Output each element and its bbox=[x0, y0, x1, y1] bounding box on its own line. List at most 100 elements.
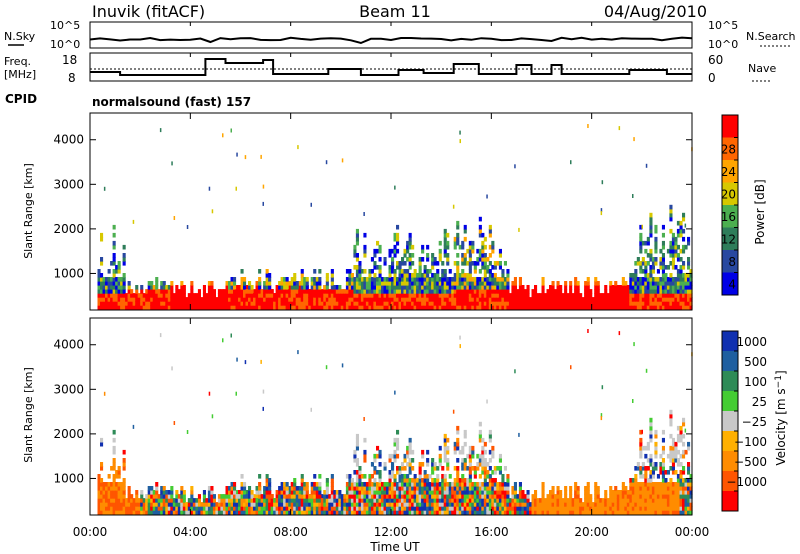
velocity-cell bbox=[318, 506, 322, 511]
power-cell bbox=[443, 305, 447, 310]
power-cell bbox=[486, 285, 490, 290]
power-cell bbox=[471, 261, 475, 266]
velocity-cell bbox=[651, 486, 655, 491]
power-cell bbox=[325, 289, 329, 294]
velocity-cell bbox=[192, 506, 196, 511]
velocity-cell bbox=[388, 490, 392, 495]
power-cell bbox=[345, 289, 349, 294]
power-cell bbox=[501, 289, 505, 294]
power-cell bbox=[268, 281, 272, 286]
power-cell bbox=[498, 293, 502, 298]
velocity-cell bbox=[355, 474, 359, 479]
power-cell bbox=[676, 232, 680, 238]
power-cell bbox=[335, 297, 339, 302]
power-cell bbox=[391, 285, 395, 290]
velocity-cell bbox=[426, 498, 430, 503]
velocity-cell bbox=[556, 506, 560, 511]
power-cell bbox=[328, 293, 332, 298]
velocity-cell bbox=[243, 490, 247, 495]
velocity-cell bbox=[463, 510, 467, 515]
velocity-cell bbox=[466, 486, 470, 491]
power-cell bbox=[501, 293, 505, 298]
power-cell bbox=[684, 293, 688, 298]
velocity-cell bbox=[202, 494, 206, 499]
power-cell bbox=[433, 297, 437, 302]
velocity-cell bbox=[406, 474, 410, 479]
power-cell bbox=[102, 297, 106, 302]
power-cell bbox=[355, 301, 359, 306]
velocity-cell bbox=[596, 486, 600, 491]
power-cell bbox=[666, 248, 670, 254]
velocity-colorbar-swatch bbox=[722, 491, 738, 511]
velocity-cell bbox=[396, 437, 400, 443]
power-cell bbox=[243, 305, 247, 310]
velocity-cell bbox=[315, 490, 319, 495]
velocity-cell bbox=[155, 486, 159, 491]
power-cell bbox=[594, 281, 598, 286]
power-cell bbox=[97, 285, 101, 290]
power-cell bbox=[330, 273, 334, 278]
power-cell bbox=[355, 253, 359, 258]
velocity-cell bbox=[368, 498, 372, 503]
velocity-cell bbox=[393, 474, 397, 479]
power-cell bbox=[157, 301, 161, 306]
velocity-cell bbox=[436, 502, 440, 507]
velocity-cell bbox=[459, 344, 461, 349]
velocity-cell bbox=[674, 502, 678, 507]
velocity-cell bbox=[466, 478, 470, 483]
power-cell bbox=[110, 297, 114, 302]
velocity-cell bbox=[589, 506, 593, 511]
velocity-cell bbox=[511, 502, 515, 507]
power-cell bbox=[365, 281, 369, 286]
power-cell bbox=[393, 285, 397, 290]
power-cell bbox=[233, 301, 237, 306]
nsky-label: N.Sky bbox=[4, 30, 36, 43]
velocity-cell bbox=[478, 429, 482, 435]
velocity-cell bbox=[554, 510, 558, 515]
power-cell bbox=[614, 297, 618, 302]
power-cell bbox=[549, 297, 553, 302]
velocity-cell bbox=[624, 494, 628, 499]
velocity-cell bbox=[438, 506, 442, 511]
velocity-cell bbox=[305, 506, 309, 511]
power-ytick-label: 4000 bbox=[53, 133, 84, 147]
power-cell bbox=[596, 293, 600, 298]
velocity-cell bbox=[418, 470, 422, 475]
power-cell bbox=[604, 285, 608, 290]
velocity-cell bbox=[413, 474, 417, 479]
velocity-cell bbox=[408, 490, 412, 495]
velocity-cell bbox=[491, 470, 495, 475]
power-cell bbox=[574, 297, 578, 302]
velocity-cell bbox=[426, 506, 430, 511]
power-cell bbox=[290, 285, 294, 290]
velocity-cell bbox=[408, 470, 412, 475]
velocity-cell bbox=[391, 498, 395, 503]
power-cell bbox=[441, 285, 445, 290]
velocity-cell bbox=[441, 474, 445, 479]
velocity-cell bbox=[117, 486, 121, 491]
velocity-cell bbox=[411, 506, 415, 511]
velocity-cell bbox=[190, 502, 194, 507]
velocity-cell bbox=[207, 486, 211, 491]
velocity-cell bbox=[478, 458, 482, 463]
power-cell bbox=[386, 289, 390, 294]
velocity-cell bbox=[636, 490, 640, 495]
power-cell bbox=[300, 301, 304, 306]
velocity-cell bbox=[431, 490, 435, 495]
velocity-cell bbox=[661, 462, 665, 467]
power-cell bbox=[365, 277, 369, 282]
power-cell bbox=[210, 285, 214, 290]
power-cell bbox=[418, 265, 422, 270]
power-cell bbox=[614, 285, 618, 290]
velocity-cell bbox=[646, 445, 650, 451]
power-cell bbox=[263, 297, 267, 302]
velocity-cell bbox=[526, 490, 530, 495]
power-cell bbox=[260, 297, 264, 302]
power-cell bbox=[240, 301, 244, 306]
power-cell bbox=[398, 273, 402, 278]
power-cell bbox=[456, 253, 460, 258]
power-cell bbox=[559, 293, 563, 298]
power-cell bbox=[526, 285, 530, 290]
velocity-cell bbox=[503, 502, 507, 507]
power-cell bbox=[413, 289, 417, 294]
